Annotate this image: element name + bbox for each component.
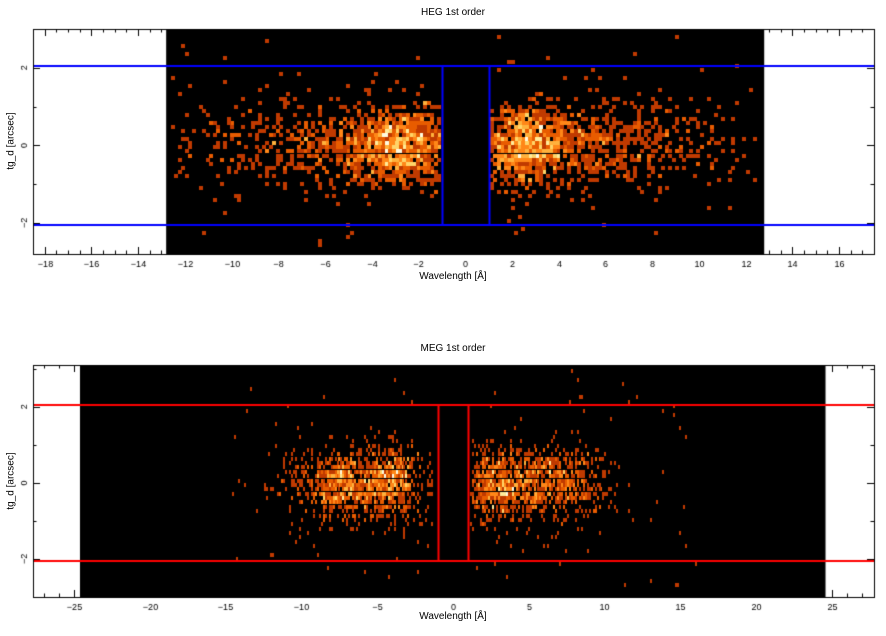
meg-yaxis-label: tg_d [arcsec] [5,452,17,510]
meg-panel-title: MEG 1st order [420,343,486,354]
heg-xaxis-label: Wavelength [Å] [419,271,487,282]
meg-xaxis-label: Wavelength [Å] [419,611,487,622]
heg-panel-title: HEG 1st order [421,7,485,18]
heg-yaxis-label: tg_d [arcsec] [5,112,17,170]
